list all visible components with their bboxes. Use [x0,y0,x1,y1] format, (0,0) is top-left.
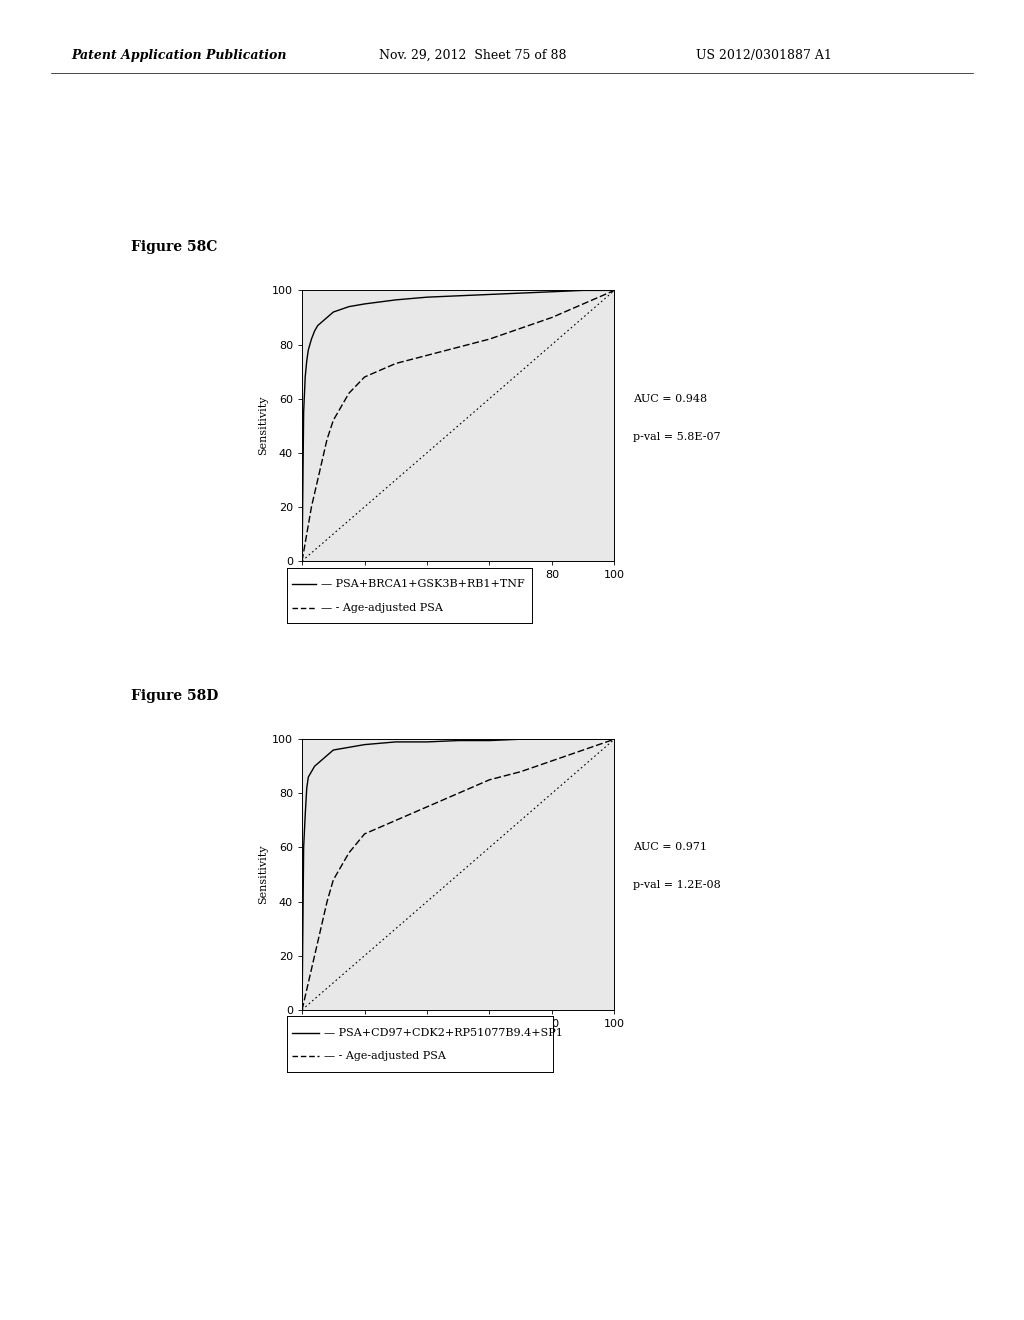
Text: — - Age-adjusted PSA: — - Age-adjusted PSA [322,602,443,612]
Text: AUC = 0.948: AUC = 0.948 [633,393,708,404]
Text: Nov. 29, 2012  Sheet 75 of 88: Nov. 29, 2012 Sheet 75 of 88 [379,49,566,62]
Text: p-val = 5.8E-07: p-val = 5.8E-07 [633,432,721,441]
Text: Figure 58D: Figure 58D [131,689,218,704]
Y-axis label: Sensitivity: Sensitivity [258,396,268,455]
Text: p-val = 1.2E-08: p-val = 1.2E-08 [633,880,721,890]
X-axis label: 100-Specificity: 100-Specificity [416,1034,501,1043]
Text: Patent Application Publication: Patent Application Publication [72,49,287,62]
Text: — PSA+BRCA1+GSK3B+RB1+TNF: — PSA+BRCA1+GSK3B+RB1+TNF [322,579,525,589]
Y-axis label: Sensitivity: Sensitivity [258,845,268,904]
Text: US 2012/0301887 A1: US 2012/0301887 A1 [696,49,833,62]
Text: Figure 58C: Figure 58C [131,240,217,255]
Text: AUC = 0.971: AUC = 0.971 [633,842,708,853]
Text: — - Age-adjusted PSA: — - Age-adjusted PSA [324,1051,445,1061]
Text: — PSA+CD97+CDK2+RP51077B9.4+SP1: — PSA+CD97+CDK2+RP51077B9.4+SP1 [324,1028,563,1038]
X-axis label: 100-Specificity: 100-Specificity [416,585,501,594]
